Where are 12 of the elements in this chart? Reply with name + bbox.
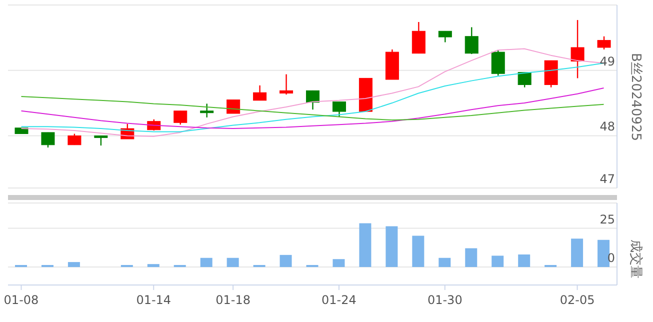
x-tick-label: 02-05 (560, 293, 595, 307)
y-axis-title: 成交量 (627, 240, 644, 278)
x-tick-label: 01-30 (427, 293, 462, 307)
x-tick-label: 01-14 (136, 293, 172, 307)
x-tick-label: 01-24 (322, 293, 356, 307)
x-tick-label: 01-18 (216, 293, 251, 307)
y-tick-label: 25 (600, 212, 615, 226)
y-tick-label: 47 (600, 172, 615, 186)
y-axis-title: B丝20240925 (627, 52, 644, 141)
x-tick-label: 01-08 (4, 293, 39, 307)
y-tick-label: 49 (600, 54, 615, 68)
y-tick-label: 48 (600, 120, 615, 134)
